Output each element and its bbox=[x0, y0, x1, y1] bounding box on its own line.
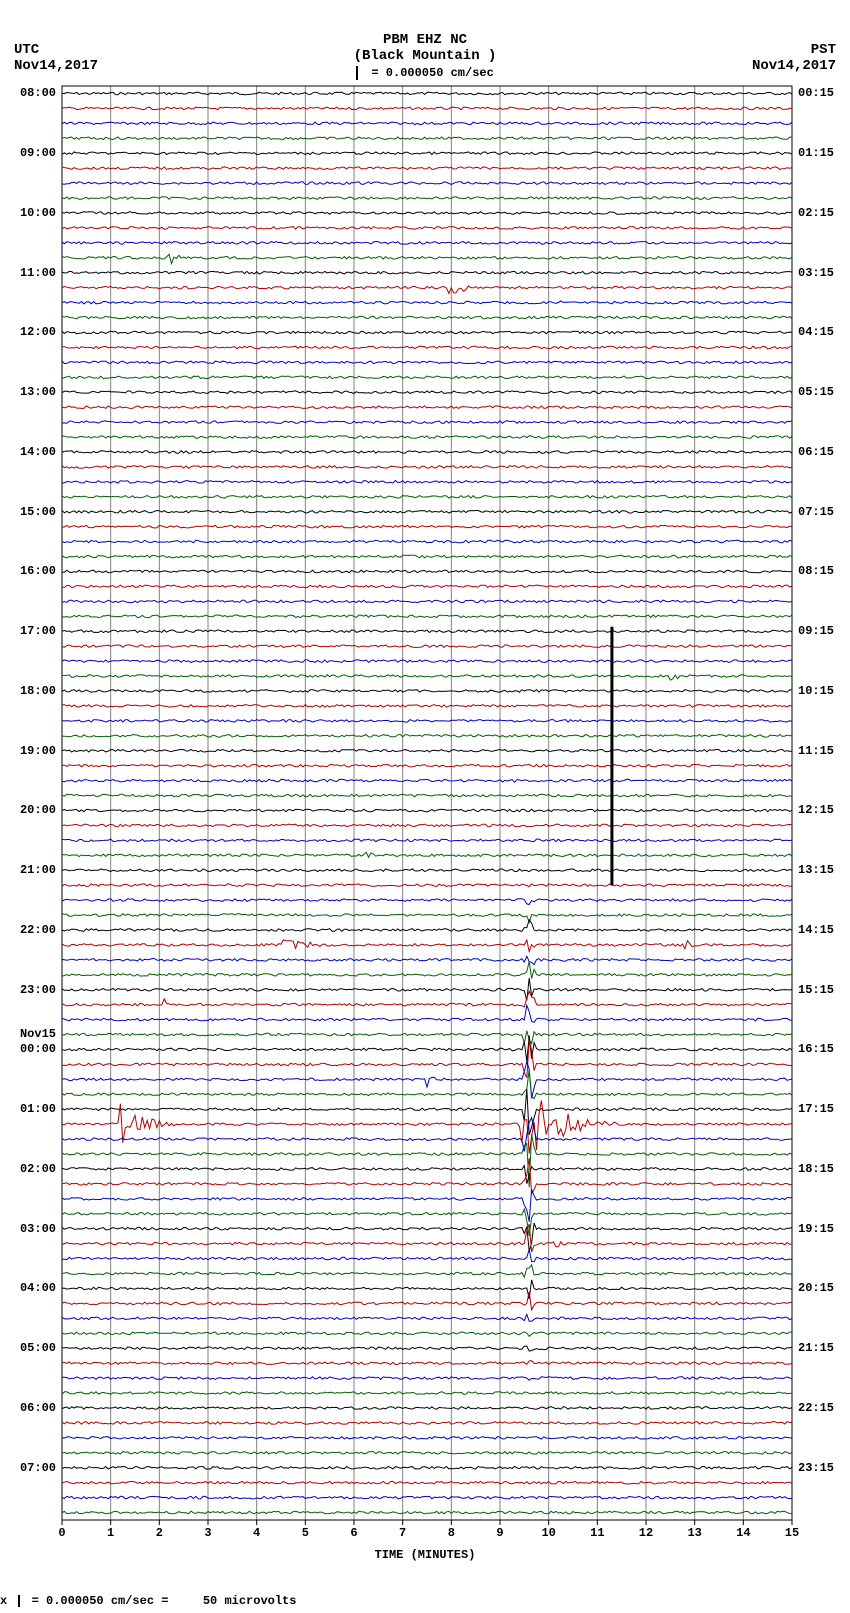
location-title: (Black Mountain ) bbox=[0, 48, 850, 64]
utc-tick: 20:00 bbox=[20, 803, 56, 817]
x-tick: 4 bbox=[253, 1526, 260, 1540]
pst-tick: 08:15 bbox=[798, 564, 834, 578]
scale-label: = 0.000050 cm/sec bbox=[371, 66, 493, 80]
pst-tick: 23:15 bbox=[798, 1461, 834, 1475]
x-tick: 2 bbox=[156, 1526, 163, 1540]
pst-tick: 00:15 bbox=[798, 86, 834, 100]
x-tick: 10 bbox=[541, 1526, 555, 1540]
utc-tick: 15:00 bbox=[20, 505, 56, 519]
pst-tick: 07:15 bbox=[798, 505, 834, 519]
x-tick: 5 bbox=[302, 1526, 309, 1540]
utc-tick: 05:00 bbox=[20, 1341, 56, 1355]
pst-tick: 09:15 bbox=[798, 624, 834, 638]
footer-bar-icon bbox=[18, 1595, 20, 1607]
seismogram-plot: 08:0009:0010:0011:0012:0013:0014:0015:00… bbox=[62, 86, 792, 1520]
utc-tick: 09:00 bbox=[20, 146, 56, 160]
utc-tick: 16:00 bbox=[20, 564, 56, 578]
pst-tick: 15:15 bbox=[798, 983, 834, 997]
pst-tick: 02:15 bbox=[798, 206, 834, 220]
utc-tick: 04:00 bbox=[20, 1281, 56, 1295]
footer-text1: = 0.000050 cm/sec = bbox=[32, 1594, 169, 1608]
x-tick: 1 bbox=[107, 1526, 114, 1540]
pst-tick: 18:15 bbox=[798, 1162, 834, 1176]
utc-tick: 01:00 bbox=[20, 1102, 56, 1116]
utc-tick: 19:00 bbox=[20, 744, 56, 758]
pst-tick: 12:15 bbox=[798, 803, 834, 817]
x-tick: 7 bbox=[399, 1526, 406, 1540]
seismogram-container: { "header": { "station": "PBM EHZ NC", "… bbox=[0, 0, 850, 1613]
pst-tick: 22:15 bbox=[798, 1401, 834, 1415]
x-tick: 8 bbox=[448, 1526, 455, 1540]
utc-tick: 06:00 bbox=[20, 1401, 56, 1415]
pst-tick: 04:15 bbox=[798, 325, 834, 339]
x-tick: 15 bbox=[785, 1526, 799, 1540]
pst-tick: 03:15 bbox=[798, 266, 834, 280]
utc-tick: 00:00 bbox=[20, 1042, 56, 1056]
x-tick: 3 bbox=[204, 1526, 211, 1540]
scale-indicator: = 0.000050 cm/sec bbox=[0, 66, 850, 80]
utc-tick: 03:00 bbox=[20, 1222, 56, 1236]
header-left-tz: UTC bbox=[14, 42, 39, 58]
utc-tick: 14:00 bbox=[20, 445, 56, 459]
station-title: PBM EHZ NC bbox=[0, 32, 850, 48]
pst-tick: 11:15 bbox=[798, 744, 834, 758]
utc-tick: 22:00 bbox=[20, 923, 56, 937]
utc-tick: 18:00 bbox=[20, 684, 56, 698]
pst-tick: 20:15 bbox=[798, 1281, 834, 1295]
header-right-tz: PST bbox=[811, 42, 836, 58]
pst-tick: 05:15 bbox=[798, 385, 834, 399]
scale-bar-icon bbox=[356, 66, 358, 80]
utc-tick: 12:00 bbox=[20, 325, 56, 339]
pst-tick: 14:15 bbox=[798, 923, 834, 937]
pst-tick: 01:15 bbox=[798, 146, 834, 160]
x-tick: 6 bbox=[350, 1526, 357, 1540]
utc-tick: 21:00 bbox=[20, 863, 56, 877]
footer-scale: x = 0.000050 cm/sec = 50 microvolts bbox=[0, 1594, 296, 1608]
pst-tick: 10:15 bbox=[798, 684, 834, 698]
x-tick: 12 bbox=[639, 1526, 653, 1540]
pst-tick: 16:15 bbox=[798, 1042, 834, 1056]
x-tick: 14 bbox=[736, 1526, 750, 1540]
pst-tick: 13:15 bbox=[798, 863, 834, 877]
utc-tick: 10:00 bbox=[20, 206, 56, 220]
utc-tick: 07:00 bbox=[20, 1461, 56, 1475]
pst-tick: 21:15 bbox=[798, 1341, 834, 1355]
utc-tick: 23:00 bbox=[20, 983, 56, 997]
utc-tick: 11:00 bbox=[20, 266, 56, 280]
seismogram-svg bbox=[62, 86, 792, 1520]
x-axis-label: TIME (MINUTES) bbox=[0, 1548, 850, 1562]
utc-tick: 08:00 bbox=[20, 86, 56, 100]
pst-tick: 19:15 bbox=[798, 1222, 834, 1236]
footer-prefix: x bbox=[0, 1594, 7, 1608]
x-tick: 9 bbox=[496, 1526, 503, 1540]
pst-tick: 17:15 bbox=[798, 1102, 834, 1116]
x-tick: 11 bbox=[590, 1526, 604, 1540]
utc-tick: 13:00 bbox=[20, 385, 56, 399]
footer-text2: 50 microvolts bbox=[203, 1594, 297, 1608]
utc-date-change: Nov15 bbox=[20, 1027, 56, 1041]
x-tick: 13 bbox=[687, 1526, 701, 1540]
x-tick: 0 bbox=[58, 1526, 65, 1540]
utc-tick: 17:00 bbox=[20, 624, 56, 638]
utc-tick: 02:00 bbox=[20, 1162, 56, 1176]
pst-tick: 06:15 bbox=[798, 445, 834, 459]
